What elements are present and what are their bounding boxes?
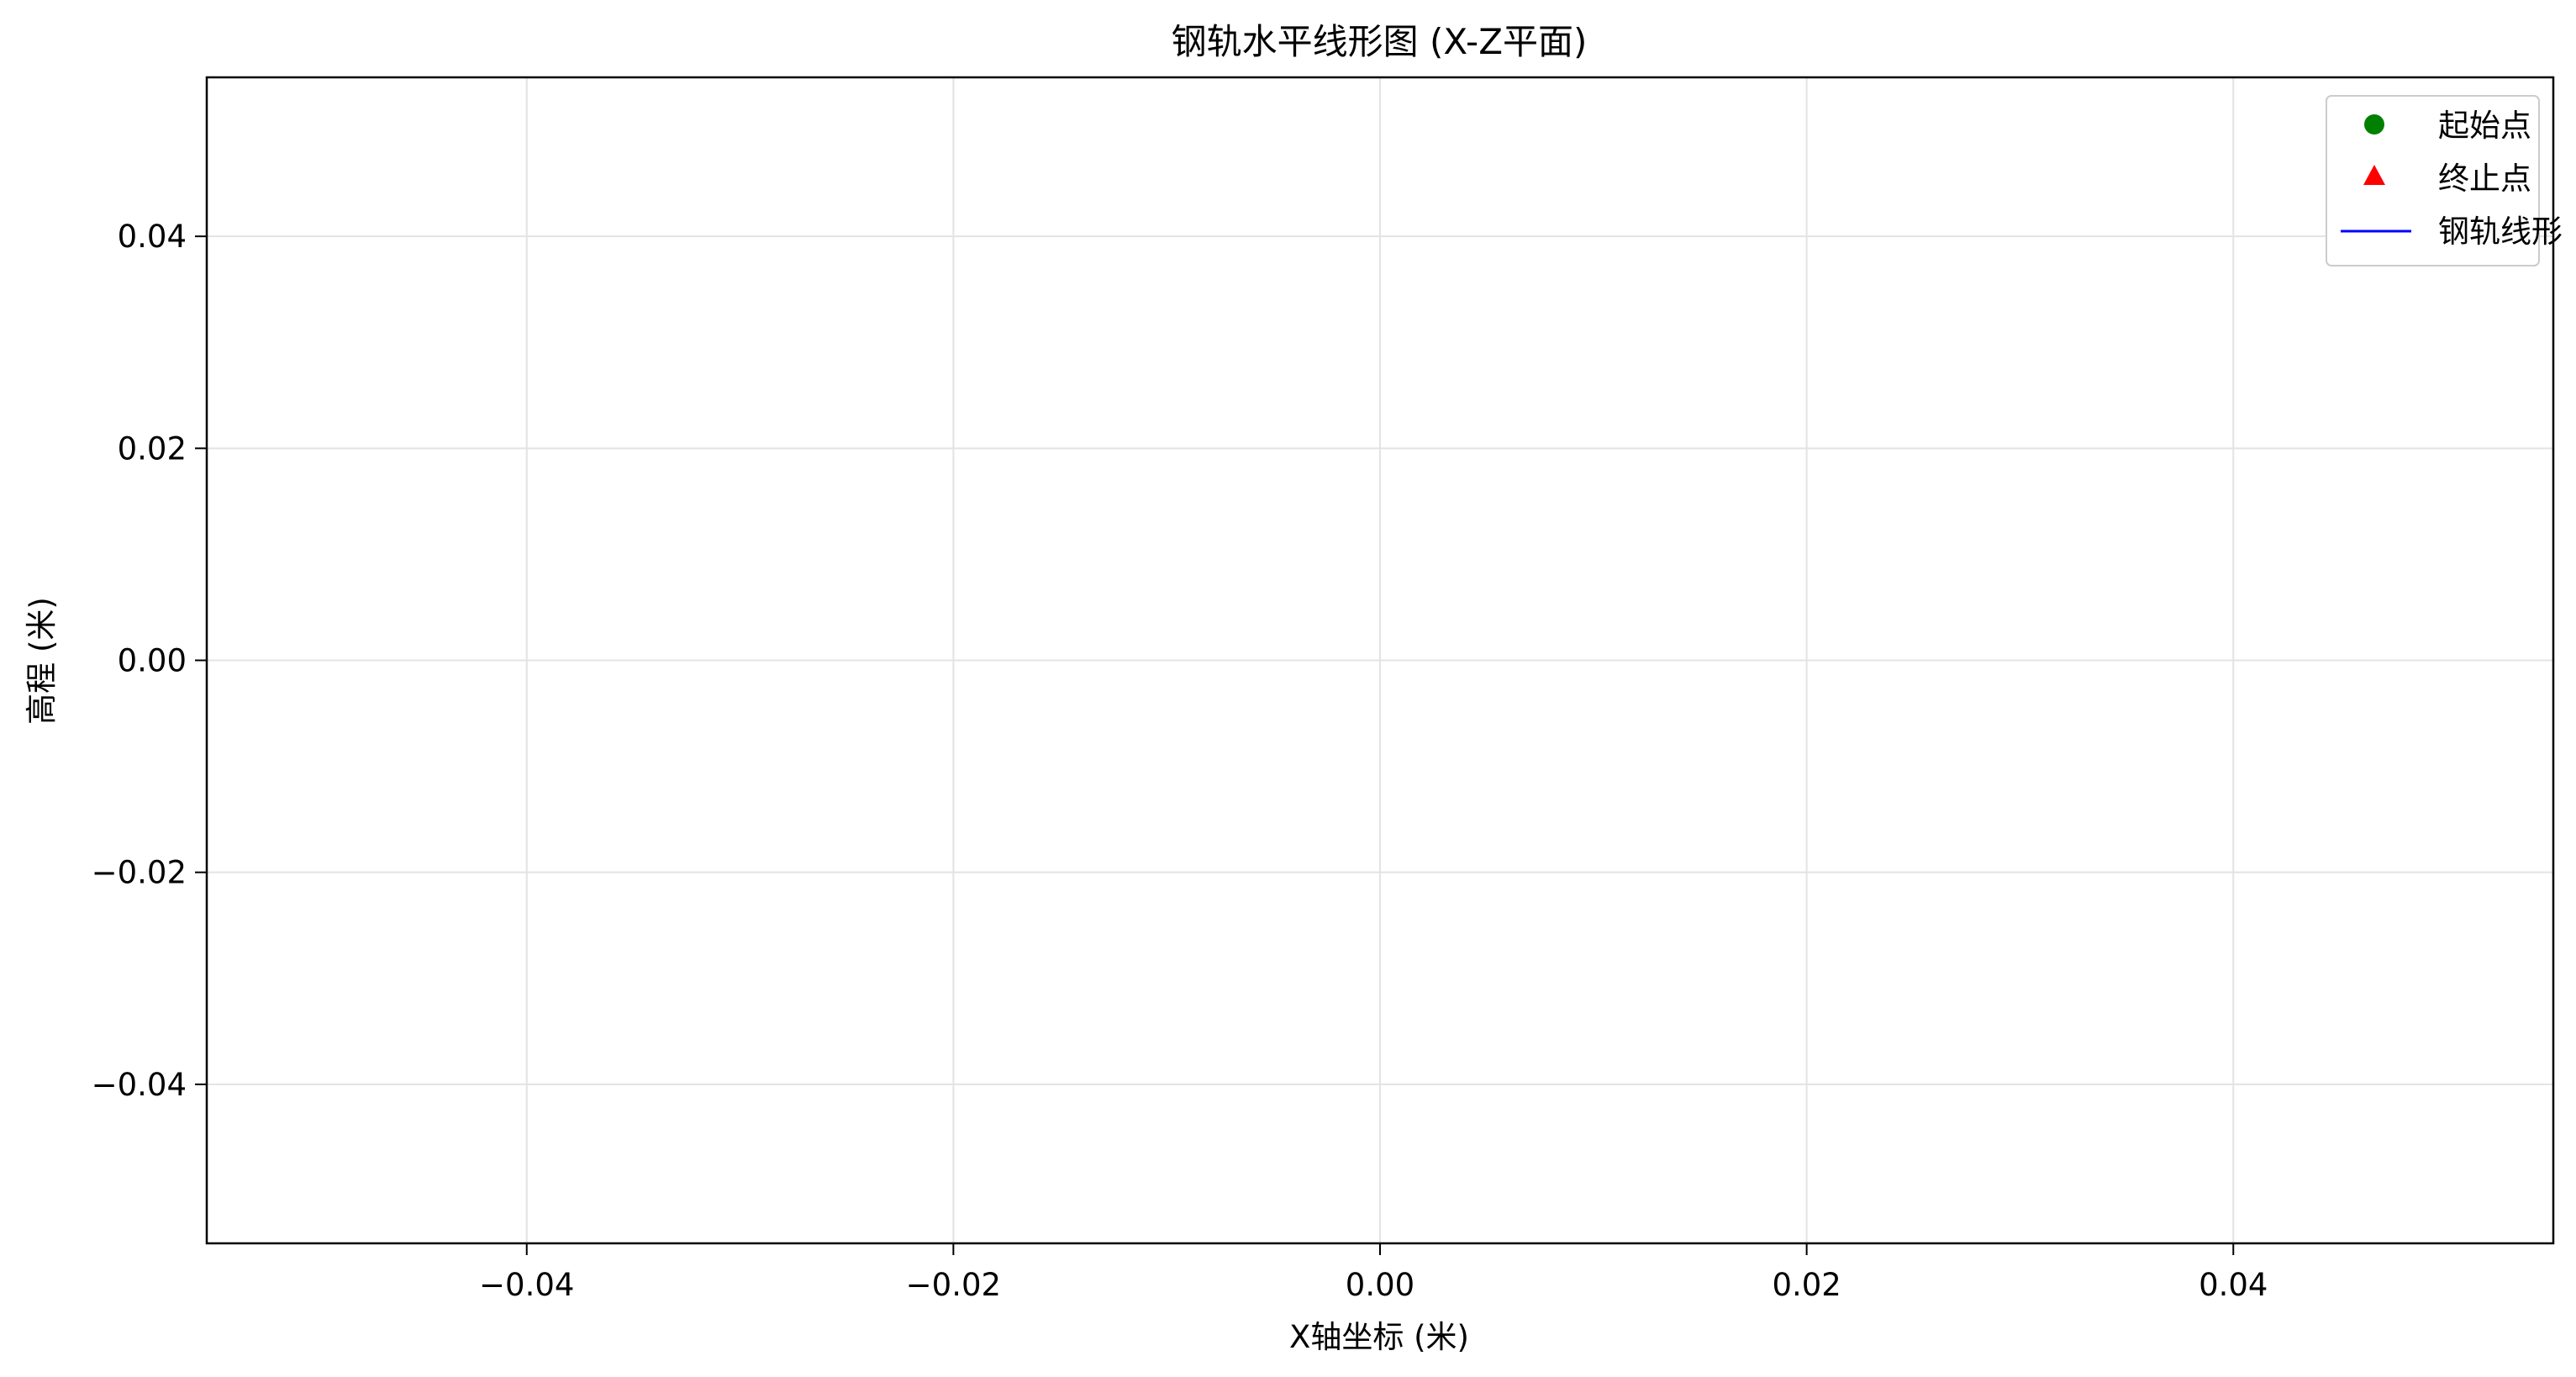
y-axis-label: 高程 (米) [24, 597, 60, 725]
legend-label-end: 终止点 [2438, 161, 2531, 197]
plot-area [205, 76, 2555, 1245]
y-tick-label: 0.00 [118, 643, 187, 679]
legend-end-marker [2363, 165, 2385, 185]
x-tick-label: −0.04 [479, 1267, 574, 1303]
x-tick-label: 0.02 [1772, 1267, 1841, 1303]
y-tick-label: 0.02 [118, 430, 187, 467]
y-tick-label: −0.04 [92, 1067, 187, 1103]
y-tick-label: −0.02 [92, 855, 187, 891]
legend-start-marker [2364, 114, 2384, 135]
x-tick-label: −0.02 [906, 1267, 1001, 1303]
x-tick-label: 0.00 [1346, 1267, 1414, 1303]
x-tick-label: 0.04 [2199, 1267, 2268, 1303]
y-tick-label: 0.04 [118, 219, 187, 255]
x-axis-label: X轴坐标 (米) [1289, 1319, 1469, 1355]
horizontal-gridlines [207, 235, 2553, 1085]
chart-title: 钢轨水平线形图 (X-Z平面) [1172, 21, 1588, 62]
legend: 起始点 终止点 钢轨线形 [2326, 95, 2563, 266]
legend-label-line: 钢轨线形 [2438, 214, 2563, 250]
legend-label-start: 起始点 [2438, 108, 2531, 144]
legend-box [2326, 95, 2540, 266]
x-axis-ticks: −0.04 −0.02 0.00 0.02 0.04 [479, 1243, 2268, 1303]
y-axis-ticks: −0.04 −0.02 0.00 0.02 0.04 [92, 219, 207, 1103]
